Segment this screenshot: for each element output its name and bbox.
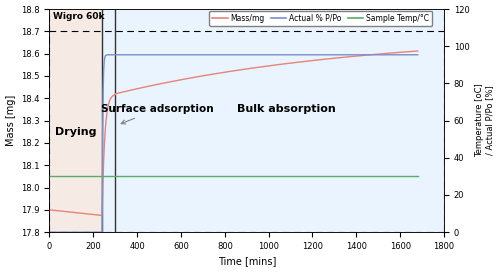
Y-axis label: Mass [mg]: Mass [mg]: [6, 95, 16, 146]
Text: Surface adsorption: Surface adsorption: [100, 104, 213, 124]
Bar: [50, 9, 102, 232]
Text: Drying: Drying: [55, 127, 96, 137]
Y-axis label: Temperature [oC]
/ Actual P/Po [%]: Temperature [oC] / Actual P/Po [%]: [475, 84, 494, 157]
Text: Bulk absorption: Bulk absorption: [237, 104, 336, 115]
Text: Wigro 60k: Wigro 60k: [52, 12, 104, 21]
Bar: [102, 9, 444, 232]
X-axis label: Time [mins]: Time [mins]: [218, 256, 276, 267]
Legend: Mass/mg, Actual % P/Po, Sample Temp/°C: Mass/mg, Actual % P/Po, Sample Temp/°C: [210, 11, 432, 26]
